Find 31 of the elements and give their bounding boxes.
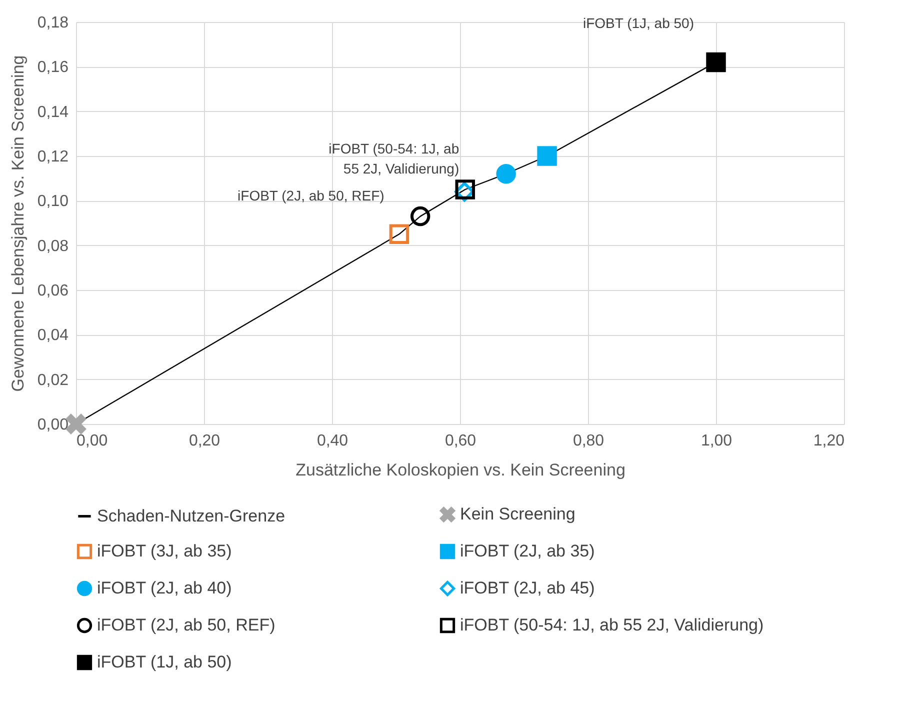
x-tick-label: 1,20 bbox=[813, 432, 845, 450]
annotation: iFOBT (2J, ab 50, REF) bbox=[238, 187, 384, 204]
legend-label: iFOBT (3J, ab 35) bbox=[97, 542, 232, 560]
legend-label: iFOBT (2J, ab 50, REF) bbox=[97, 616, 276, 634]
legend-label: iFOBT (50-54: 1J, ab 55 2J, Validierung) bbox=[460, 616, 764, 634]
y-tick-label: 0,04 bbox=[37, 327, 69, 344]
x-tick-label: 0,60 bbox=[444, 432, 476, 450]
y-tick-label: 0,12 bbox=[37, 148, 69, 166]
y-tick-label: 0,08 bbox=[37, 238, 69, 255]
y-tick-label: 0,02 bbox=[37, 372, 69, 389]
annotation: iFOBT (1J, ab 50) bbox=[582, 15, 694, 32]
y-tick-label: 0,14 bbox=[37, 104, 69, 121]
legend-label: iFOBT (2J, ab 35) bbox=[460, 542, 595, 560]
legend-label: iFOBT (1J, ab 50) bbox=[97, 652, 232, 672]
y-axis-title: Gewonnene Lebensjahre vs. Kein Screening bbox=[8, 55, 28, 392]
y-tick-label: 0,06 bbox=[37, 282, 69, 300]
legend-label: iFOBT (2J, ab 40) bbox=[97, 578, 232, 598]
legend-label: iFOBT (2J, ab 45) bbox=[460, 578, 595, 598]
x-tick-label: 1,00 bbox=[700, 432, 732, 450]
x-tick-label: 0,40 bbox=[316, 432, 348, 450]
x-tick-label: 0,80 bbox=[572, 432, 604, 450]
legend-label: Kein Screening bbox=[460, 504, 576, 524]
y-tick-label: 0,10 bbox=[37, 193, 69, 210]
legend-label: Schaden-Nutzen-Grenze bbox=[97, 506, 286, 526]
x-axis-title: Zusätzliche Koloskopien vs. Kein Screening bbox=[296, 460, 626, 480]
y-tick-label: 0,18 bbox=[37, 14, 69, 32]
y-tick-label: 0,16 bbox=[37, 59, 69, 76]
y-tick-label: 0,00 bbox=[37, 416, 69, 434]
annotation: iFOBT (50-54: 1J, ab 55 2J, Validierung) bbox=[328, 140, 460, 176]
x-tick-label: 0,00 bbox=[76, 432, 108, 450]
x-tick-label: 0,20 bbox=[188, 432, 220, 450]
